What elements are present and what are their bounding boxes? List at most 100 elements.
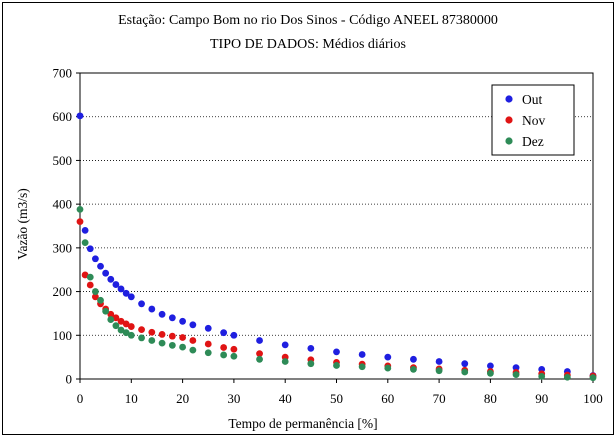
data-point	[512, 364, 520, 372]
data-point	[91, 293, 99, 301]
x-tick-label: 60	[381, 391, 394, 406]
data-point	[158, 331, 166, 338]
data-point	[384, 353, 392, 361]
data-point	[107, 310, 115, 318]
y-tick-label: 300	[53, 240, 73, 255]
data-point	[127, 331, 135, 339]
data-point	[589, 374, 597, 382]
data-point	[512, 371, 520, 379]
data-point	[102, 269, 110, 277]
data-point	[138, 326, 145, 334]
data-point	[86, 281, 94, 289]
legend-marker	[505, 137, 513, 145]
data-point	[107, 316, 115, 323]
x-tick-label: 40	[279, 391, 292, 406]
data-point	[333, 362, 340, 369]
data-point	[358, 351, 366, 358]
series-out	[76, 112, 597, 379]
data-point	[168, 314, 176, 322]
x-axis-ticks: 0 10 20 30 40 50 60 70 80 90 100	[77, 379, 603, 406]
data-point	[158, 310, 166, 318]
x-axis-label: Tempo de permanência [%]	[228, 416, 377, 431]
data-point	[112, 322, 120, 330]
data-point	[127, 323, 135, 330]
y-axis-ticks: 0 100 200 300 400 500 600 700	[53, 66, 80, 387]
data-point	[256, 337, 263, 344]
legend-label: Out	[522, 92, 542, 107]
legend-label: Dez	[522, 134, 544, 149]
data-point	[204, 340, 212, 348]
x-tick-label: 0	[77, 391, 84, 406]
data-point	[76, 205, 84, 213]
data-point	[168, 332, 176, 340]
data-point	[148, 305, 156, 313]
y-tick-label: 600	[53, 109, 73, 124]
data-point	[117, 326, 125, 334]
data-point	[112, 314, 120, 322]
data-point	[189, 321, 197, 329]
legend: Out Nov Dez	[491, 84, 575, 156]
data-point	[189, 346, 197, 354]
data-point	[333, 348, 340, 356]
y-tick-label: 0	[66, 372, 73, 387]
data-point	[138, 334, 145, 342]
y-axis-label: Vazão (m3/s)	[15, 188, 30, 260]
data-point	[538, 372, 546, 380]
chart-subtitle: TIPO DE DADOS: Médios diários	[210, 37, 406, 52]
data-point	[563, 373, 571, 381]
data-point	[107, 275, 115, 283]
data-point	[179, 334, 187, 341]
data-point	[256, 350, 263, 358]
data-point	[76, 218, 84, 226]
legend-marker	[505, 95, 513, 103]
legend-box	[491, 84, 575, 156]
data-point	[76, 112, 84, 120]
data-point	[220, 344, 228, 351]
x-tick-label: 100	[583, 391, 603, 406]
data-point	[86, 273, 94, 281]
data-point	[91, 255, 99, 263]
data-point	[230, 352, 238, 360]
data-point	[435, 358, 443, 365]
x-tick-label: 80	[484, 391, 497, 406]
data-point	[204, 324, 212, 332]
data-point	[410, 355, 417, 363]
x-tick-label: 20	[176, 391, 189, 406]
data-point	[138, 300, 145, 308]
data-point	[410, 365, 417, 373]
data-point	[307, 360, 315, 368]
data-point	[122, 289, 130, 297]
data-point	[220, 329, 228, 337]
data-point	[307, 345, 315, 352]
data-point	[435, 367, 443, 375]
data-point	[148, 328, 156, 336]
x-tick-label: 30	[227, 391, 240, 406]
data-point	[117, 317, 125, 325]
data-points	[76, 112, 597, 382]
data-point	[281, 358, 289, 365]
data-point	[122, 329, 130, 337]
data-point	[117, 285, 125, 293]
x-tick-label: 10	[125, 391, 138, 406]
data-point	[97, 296, 104, 304]
data-point	[158, 339, 166, 347]
flow-duration-chart: Estação: Campo Bom no rio Dos Sinos - Có…	[15, 13, 603, 431]
data-point	[281, 341, 289, 349]
data-point	[81, 226, 89, 234]
data-point	[384, 364, 392, 372]
data-point	[148, 337, 156, 344]
data-point	[461, 368, 469, 376]
data-point	[112, 281, 120, 288]
x-tick-label: 50	[330, 391, 343, 406]
data-point	[168, 341, 176, 349]
y-tick-label: 100	[53, 328, 73, 343]
data-point	[81, 271, 89, 279]
data-point	[220, 351, 228, 359]
x-tick-label: 70	[433, 391, 446, 406]
data-point	[179, 317, 187, 325]
y-tick-label: 500	[53, 153, 73, 168]
y-tick-label: 400	[53, 197, 73, 212]
legend-marker	[505, 116, 513, 124]
y-tick-label: 700	[53, 66, 73, 81]
chart-title: Estação: Campo Bom no rio Dos Sinos - Có…	[118, 13, 498, 28]
